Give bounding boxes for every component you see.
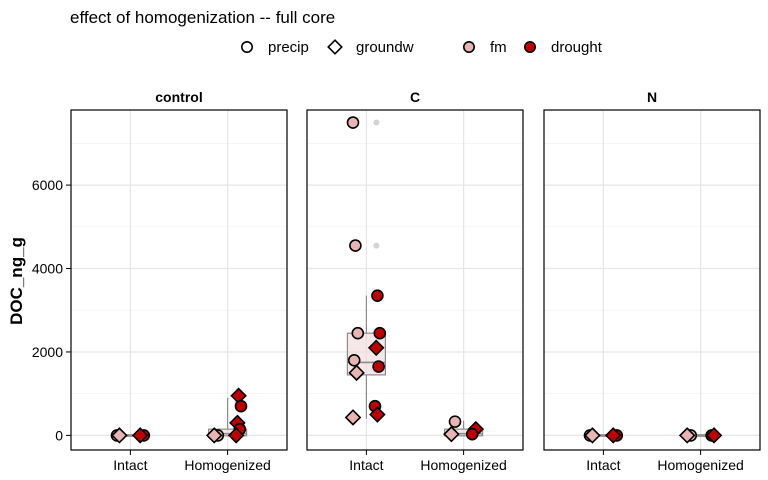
data-point-fm-groundw [111, 427, 128, 444]
legend: precip groundw fm drought [241, 39, 603, 56]
data-point-drought-precip [373, 326, 387, 340]
x-tick-label-intact: Intact [349, 457, 383, 473]
outlier-point [373, 242, 380, 249]
data-point-drought-groundw [227, 427, 245, 444]
x-tick-label-intact: Intact [586, 457, 620, 473]
chart-title: effect of homogenization -- full core [70, 8, 335, 27]
data-point-fm-groundw [678, 427, 696, 444]
panel-control: control Intact Homogenized [70, 89, 288, 473]
y-tick-label-2000: 2000 [32, 344, 63, 360]
outlier-point [373, 119, 380, 126]
legend-label-drought: drought [551, 39, 603, 56]
strip-title-C: C [410, 89, 420, 105]
strip-title-control: control [155, 89, 202, 105]
data-point-drought-precip [234, 399, 248, 413]
data-point-drought-groundw [705, 427, 723, 444]
data-point-fm-precip [351, 326, 365, 340]
data-point-drought-precip [371, 289, 384, 302]
legend-key-groundw [327, 39, 343, 55]
legend-label-groundw: groundw [356, 39, 414, 56]
y-axis-label: DOC_ng_g [7, 237, 26, 325]
data-point-fm-precip [346, 116, 360, 129]
box-control-Homogenized [208, 428, 248, 437]
panel-border-C [306, 109, 524, 451]
x-tick-label-homogenized: Homogenized [657, 457, 743, 473]
box-C-Homogenized [444, 428, 484, 437]
data-point-fm-groundw [348, 364, 365, 382]
y-tick-label-0: 0 [55, 427, 63, 443]
x-tick-label-homogenized: Homogenized [420, 457, 506, 473]
data-point-fm-groundw [584, 427, 601, 444]
panels: 0 2000 4000 6000 control Intact Homogenized C In… [32, 89, 761, 473]
data-point-fm-groundw [443, 425, 460, 443]
legend-label-precip: precip [268, 39, 309, 56]
data-point-fm-precip [349, 239, 362, 252]
panel-border-N [543, 109, 761, 451]
data-point-fm-groundw [205, 427, 223, 444]
data-point-drought-groundw [604, 427, 622, 444]
x-tick-label-intact: Intact [113, 457, 147, 473]
strip-title-N: N [647, 89, 657, 105]
panel-border-control [70, 109, 288, 451]
data-point-drought-precip [465, 427, 479, 441]
y-tick-label-6000: 6000 [32, 177, 63, 193]
data-point-fm-precip [347, 354, 361, 367]
panel-N: N Intact Homogenized [543, 89, 761, 473]
panel-C: C Intact Homogenized [306, 89, 524, 473]
data-point-drought-precip [372, 360, 385, 373]
data-point-drought-groundw [369, 406, 386, 423]
y-tick-label-4000: 4000 [32, 261, 63, 277]
data-point-fm-groundw [344, 409, 362, 426]
x-tick-label-homogenized: Homogenized [184, 457, 270, 473]
legend-key-drought [523, 40, 536, 53]
data-point-drought-groundw [367, 339, 385, 357]
data-point-drought-groundw [131, 427, 149, 444]
legend-key-precip [241, 40, 254, 53]
legend-label-fm: fm [490, 39, 507, 56]
data-point-fm-precip [448, 415, 462, 428]
legend-key-fm [462, 40, 475, 53]
